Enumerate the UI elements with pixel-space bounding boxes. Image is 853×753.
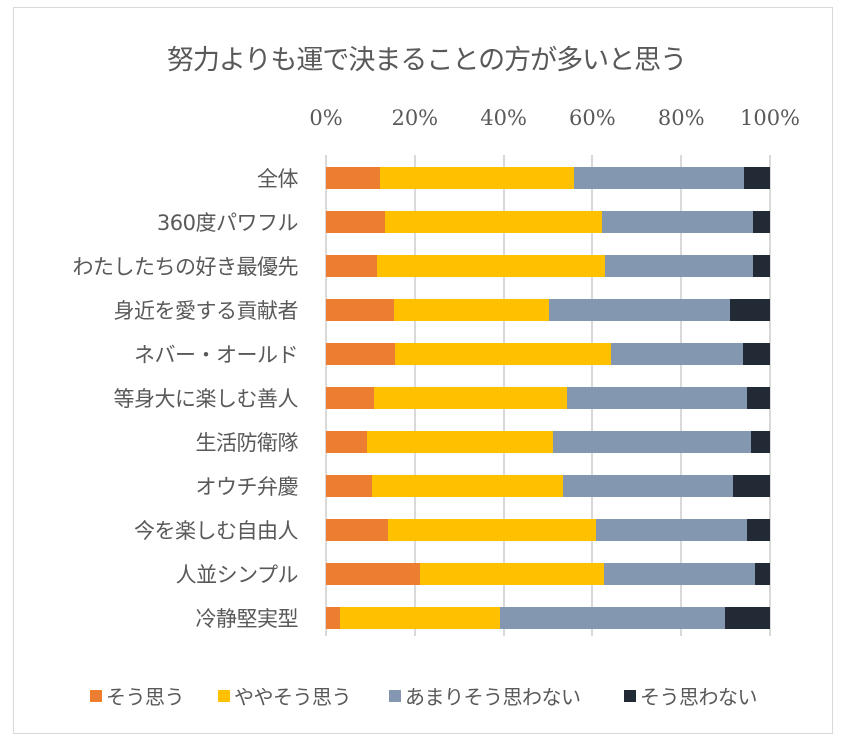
bar-segment [326,563,421,585]
x-tick-label: 40% [480,106,527,130]
bar-segment [733,475,770,497]
bar-segment [326,255,378,277]
bar-segment [326,607,341,629]
legend-swatch [90,689,102,702]
category-label: 生活防衛隊 [195,431,299,455]
bar-segment [393,299,550,321]
bar-segment [377,255,605,277]
category-label: 身近を愛する貢献者 [113,299,299,323]
legend-swatch [218,689,230,702]
bar-segment [750,431,770,453]
legend-item: そう思う [90,681,185,710]
bar-segment [752,255,770,277]
gridline [769,155,771,636]
bar-segment [326,299,394,321]
category-label: 等身大に楽しむ善人 [113,387,299,411]
legend-label: そう思わない [640,685,758,709]
legend-label: あまりそう思わない [405,685,581,709]
bar-segment [500,607,726,629]
bar-segment [326,167,381,189]
category-label: わたしたちの好き最優先 [72,255,299,279]
bar-segment [326,475,373,497]
bar-segment [388,519,596,541]
legend: そう思う ややそう思う あまりそう思わない そう思わない [0,681,853,709]
legend-label: ややそう思う [234,685,352,709]
bar-segment [743,167,770,189]
bar-segment [604,255,753,277]
bar-segment [372,475,564,497]
x-tick-label: 0% [309,106,343,130]
category-label: 360度パワフル [156,211,299,235]
bar-segment [385,211,603,233]
x-tick-label: 60% [569,106,616,130]
bar-segment [563,475,734,497]
bar-segment [754,563,770,585]
chart-title: 努力よりも運で決まることの方が多いと思う [166,45,687,76]
bar-segment [746,387,770,409]
category-label: 冷静堅実型 [195,607,299,631]
bar-segment [602,211,753,233]
bar-segment [595,519,747,541]
bar-segment [373,387,568,409]
category-label: オウチ弁慶 [195,475,299,499]
x-tick-label: 80% [657,106,705,130]
legend-swatch [389,689,401,702]
bar-segment [549,299,731,321]
legend-label: そう思う [106,685,185,709]
bar-segment [725,607,770,629]
bar-segment [380,167,575,189]
bar-segment [730,299,770,321]
bar-segment [746,519,770,541]
x-tick-label: 100% [739,106,801,130]
bar-segment [420,563,604,585]
bar-segment [326,211,386,233]
legend-item: ややそう思う [218,681,352,710]
bar-segment [552,431,751,453]
x-tick-label: 20% [391,106,439,130]
legend-item: そう思わない [624,681,758,710]
category-label: 人並シンプル [175,563,299,587]
category-label: 全体 [257,167,299,191]
legend-swatch [624,689,636,702]
bar-segment [326,387,374,409]
bar-segment [752,211,770,233]
bar-segment [742,343,770,365]
bar-segment [567,387,747,409]
bar-segment [326,343,395,365]
bar-segment [394,343,612,365]
bar-segment [574,167,744,189]
legend-item: あまりそう思わない [389,681,581,710]
bar-segment [326,519,389,541]
bar-segment [603,563,755,585]
bar-segment [611,343,743,365]
bar-segment [326,431,367,453]
bar-segment [366,431,553,453]
category-label: ネバー・オールド [134,343,299,367]
bar-segment [340,607,501,629]
category-label: 今を楽しむ自由人 [134,519,299,543]
